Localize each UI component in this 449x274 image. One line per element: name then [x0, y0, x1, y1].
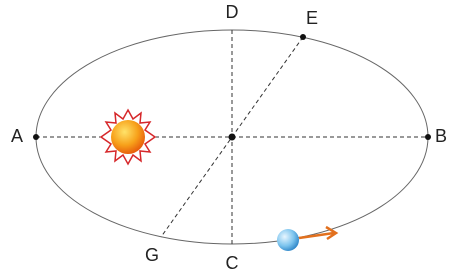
point-e: [300, 34, 306, 40]
label-e: E: [306, 8, 318, 28]
page: {"nodes": [{"label": "A"}, {"label": "B"…: [0, 0, 449, 274]
label-d: D: [226, 2, 239, 22]
label-b: B: [435, 126, 447, 146]
label-c: C: [226, 253, 239, 273]
point-a: [33, 134, 39, 140]
label-a: A: [11, 126, 23, 146]
label-g: G: [145, 245, 159, 265]
point-b: [425, 134, 431, 140]
center-point: [229, 134, 236, 141]
sun: [101, 110, 155, 164]
orbit-diagram: A B C D E G: [0, 0, 449, 274]
